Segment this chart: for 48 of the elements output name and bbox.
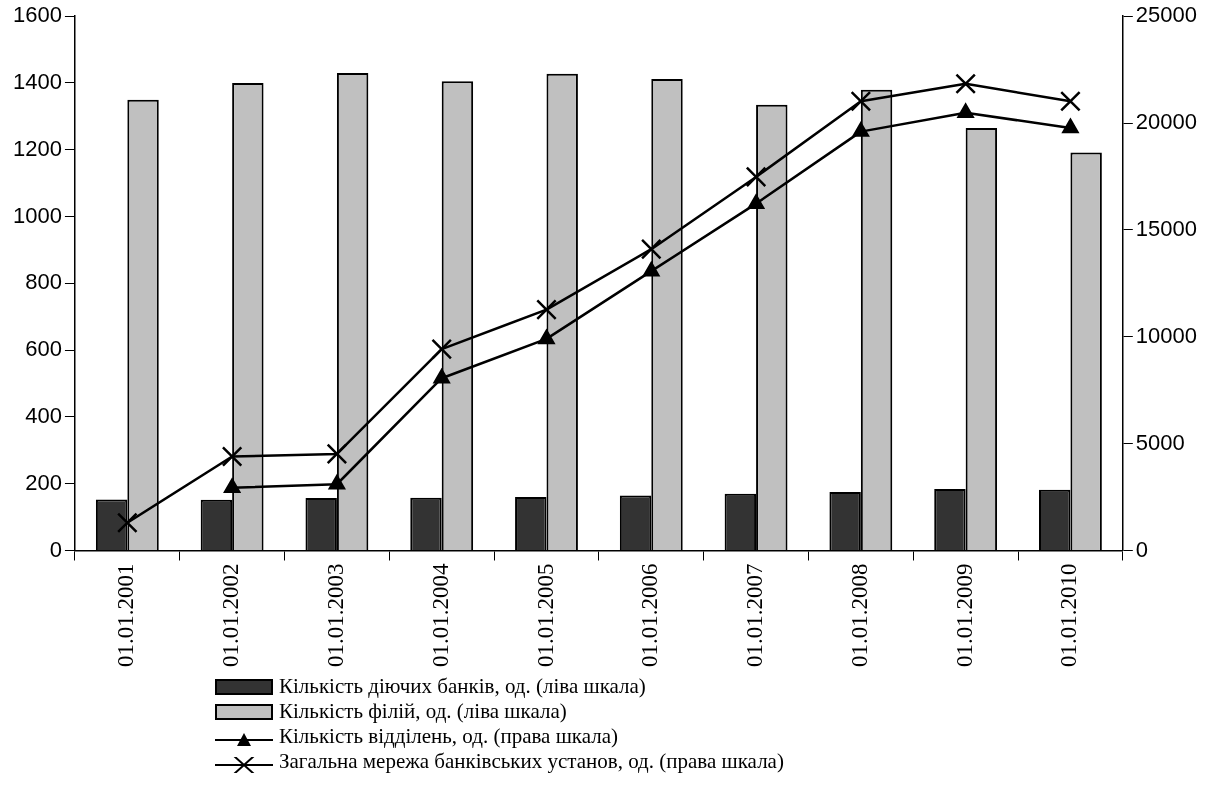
x-tick-label: 01.01.2007 [742,563,768,667]
x-tick-label: 01.01.2001 [113,563,139,667]
y-tick-label: 600 [25,336,62,362]
x-tick-label: 01.01.2006 [637,563,663,667]
y2-tick-label: 0 [1135,536,1149,562]
point [1059,90,1081,112]
y-tick-label: 400 [25,402,62,428]
point [326,443,348,465]
point [955,73,977,95]
point [536,299,557,321]
point [643,261,660,277]
y-tick-label: 0 [49,536,62,562]
legend-label: Загальна мережа банківських установ, од. (права шкала) [279,749,784,774]
point [640,238,662,260]
y-tick-label: 800 [25,269,62,295]
x-tick-label: 01.01.2008 [846,563,872,667]
point [1062,118,1079,134]
point [747,194,765,209]
point [745,166,767,188]
x-tick-label: 01.01.2009 [951,563,977,667]
point [431,338,453,360]
point [116,512,138,534]
y2-tick-label: 25000 [1135,2,1198,28]
point [957,103,974,119]
y2-tick-label: 5000 [1135,429,1185,455]
y2-tick-label: 10000 [1135,322,1198,348]
y-tick-label: 1400 [12,69,62,95]
point [221,446,243,467]
y-tick-label: 200 [25,469,62,495]
point [850,90,872,112]
point [852,122,870,137]
point [328,475,346,490]
y-tick-label: 1000 [12,202,62,228]
x-tick-label: 01.01.2010 [1056,563,1082,667]
x-tick-label: 01.01.2002 [218,563,244,667]
point [538,329,555,345]
legend-label: Кількість філій, од. (ліва шкала) [279,699,567,724]
x-tick-label: 01.01.2004 [427,563,453,667]
point [433,368,450,384]
x-tick-label: 01.01.2003 [322,563,348,667]
legend-label: Кількість відділень, од. (права шкала) [279,724,619,749]
y-tick-label: 1600 [12,2,62,28]
legend-label: Кількість діючих банків, од. (ліва шкала) [279,674,646,699]
y2-tick-label: 15000 [1135,215,1198,241]
x-tick-label: 01.01.2005 [532,563,558,667]
y2-tick-label: 20000 [1135,109,1198,135]
point [223,478,241,493]
y-tick-label: 1200 [12,135,62,161]
